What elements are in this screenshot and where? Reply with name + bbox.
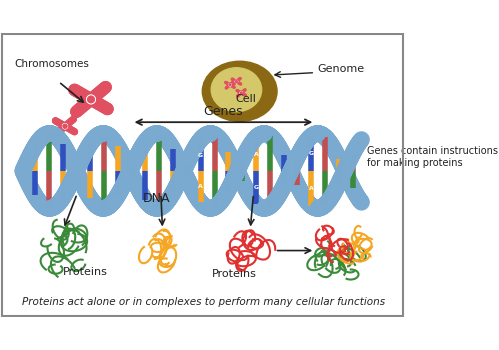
Circle shape — [62, 124, 67, 129]
Text: G: G — [308, 151, 314, 156]
Circle shape — [236, 81, 237, 82]
Text: Chromosomes: Chromosomes — [14, 59, 89, 69]
Circle shape — [236, 81, 237, 82]
Text: G: G — [253, 185, 258, 190]
Circle shape — [88, 96, 94, 103]
Circle shape — [241, 92, 242, 94]
Text: G: G — [198, 153, 203, 158]
Circle shape — [87, 95, 95, 104]
Circle shape — [240, 92, 243, 94]
Text: A: A — [253, 152, 258, 157]
Circle shape — [229, 84, 231, 86]
Circle shape — [63, 124, 67, 128]
Text: Cell: Cell — [236, 94, 256, 104]
Circle shape — [229, 84, 231, 86]
Text: Proteins act alone or in complexes to perform many cellular functions: Proteins act alone or in complexes to pe… — [21, 297, 385, 307]
Circle shape — [62, 124, 67, 129]
Ellipse shape — [211, 68, 261, 112]
Text: Proteins: Proteins — [212, 268, 256, 279]
Text: A: A — [198, 184, 203, 189]
Circle shape — [229, 84, 231, 86]
Circle shape — [63, 124, 67, 128]
Ellipse shape — [202, 61, 277, 121]
Text: A: A — [309, 186, 314, 191]
Circle shape — [240, 92, 243, 94]
Circle shape — [236, 80, 238, 83]
Text: DNA: DNA — [142, 192, 170, 205]
Text: Genome: Genome — [317, 64, 364, 74]
Circle shape — [87, 95, 95, 104]
Text: Genes contain instructions
for making proteins: Genes contain instructions for making pr… — [367, 146, 498, 168]
Text: Genes: Genes — [204, 105, 243, 118]
Text: Proteins: Proteins — [63, 267, 108, 277]
Circle shape — [88, 96, 94, 103]
Circle shape — [236, 80, 238, 83]
Circle shape — [229, 84, 231, 86]
Circle shape — [241, 92, 242, 94]
